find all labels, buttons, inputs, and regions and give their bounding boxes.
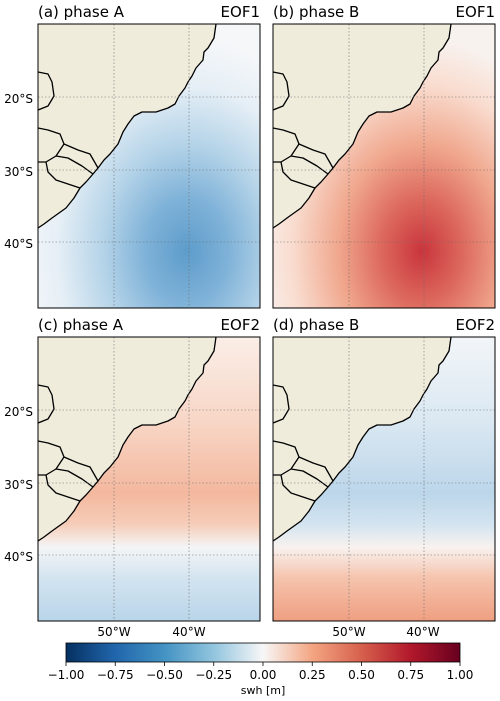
colorbar-tick-label: −0.75 [97,668,134,682]
eof-mode-label: EOF2 [456,316,495,334]
colorbar-tick-label: 0.75 [397,668,424,682]
panel-frame [272,23,496,309]
latitude-labels-top: 20°S 30°S 40°S [4,92,33,251]
lat-label-20s-bottom: 20°S [4,405,33,419]
map-panel-b: (b) phase B EOF1 [272,3,496,309]
lat-label-40s-top: 40°S [4,237,33,251]
colorbar-tick-label: −0.50 [146,668,183,682]
panel-frame [37,23,261,309]
longitude-labels-left: 50°W 40°W [97,625,205,639]
colorbar-tick-label: 0.00 [250,668,277,682]
panel-title: (d) phase B [273,316,359,334]
lat-label-40s-bottom: 40°S [4,550,33,564]
panel-title: (a) phase A [38,3,125,21]
colorbar-tick-label: −0.25 [195,668,232,682]
colorbar-ticks: −1.00 −0.75 −0.50 −0.25 0.00 0.25 0.50 0.75 1.00 [48,662,474,682]
latitude-labels-bottom: 20°S 30°S 40°S [4,405,33,564]
panel-frame [272,336,496,622]
colorbar-tick-label: 0.25 [299,668,326,682]
longitude-labels-right: 50°W 40°W [332,625,439,639]
map-panel-a: (a) phase A EOF1 [37,3,261,309]
colorbar-tick-label: −1.00 [48,668,85,682]
lon-label-50w-right: 50°W [332,625,365,639]
map-panel-c: (c) phase A EOF2 [37,316,261,622]
panel-frame [37,336,261,622]
colorbar-gradient [65,642,461,663]
colorbar-tick-label: 0.50 [348,668,375,682]
colorbar: −1.00 −0.75 −0.50 −0.25 0.00 0.25 0.50 0.75 1.00… [48,642,474,697]
eof-mode-label: EOF1 [456,3,495,21]
panel-title: (c) phase A [38,316,124,334]
lat-label-30s-bottom: 30°S [4,478,33,492]
lon-label-40w-right: 40°W [406,625,439,639]
eof-mode-label: EOF1 [221,3,260,21]
panel-grid: (a) phase A EOF1 (b) phase B EOF1 (c) phase … [37,3,496,622]
lat-label-30s-top: 30°S [4,165,33,179]
colorbar-tick-label: 1.00 [447,668,474,682]
colorbar-label: swh [m] [241,684,286,697]
map-panel-d: (d) phase B EOF2 [272,316,496,622]
lat-label-20s-top: 20°S [4,92,33,106]
lon-label-50w-left: 50°W [97,625,130,639]
lon-label-40w-left: 40°W [172,625,205,639]
eof-mode-label: EOF2 [221,316,260,334]
panel-title: (b) phase B [273,3,359,21]
